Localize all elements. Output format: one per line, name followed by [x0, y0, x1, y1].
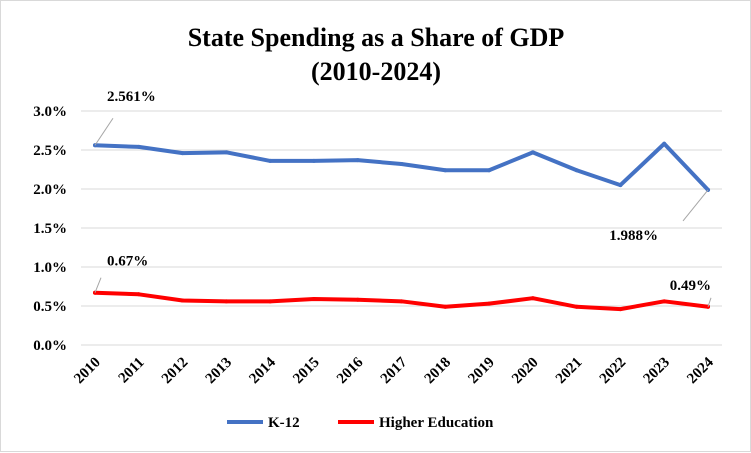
data-point: [355, 297, 360, 302]
data-label: 0.49%: [670, 278, 711, 294]
data-point: [530, 150, 535, 155]
data-point: [224, 150, 229, 155]
series-line-k12: [93, 141, 710, 192]
x-tick-label: 2016: [334, 354, 367, 387]
x-tick-label: 2014: [246, 354, 279, 387]
gridlines: [81, 110, 722, 346]
data-point: [136, 292, 141, 297]
data-point: [574, 304, 579, 309]
chart-title: State Spending as a Share of GDP: [188, 23, 565, 52]
annotation-leader: [94, 277, 102, 293]
data-point: [268, 299, 273, 304]
legend-label: Higher Education: [379, 415, 494, 431]
data-point: [574, 168, 579, 173]
data-label: 0.67%: [107, 254, 148, 270]
data-point: [618, 183, 623, 188]
y-tick-label: 1.0%: [33, 260, 67, 276]
data-point: [180, 151, 185, 156]
data-point: [618, 307, 623, 312]
data-point: [443, 304, 448, 309]
chart-subtitle: (2010-2024): [311, 57, 441, 86]
data-label: 1.988%: [609, 228, 658, 244]
x-axis-ticks: 2010 2011 2012 2013 2014 2015 2016 2017 2018 2019…: [71, 354, 717, 387]
x-tick-label: 2018: [422, 355, 455, 388]
x-tick-label: 2020: [509, 355, 542, 388]
x-tick-label: 2015: [290, 355, 323, 388]
x-tick-label: 2022: [597, 355, 630, 388]
y-axis-ticks: 0.0% 0.5% 1.0% 1.5% 2.0% 2.5% 3.0%: [33, 104, 67, 354]
data-point: [443, 168, 448, 173]
x-tick-label: 2010: [71, 355, 104, 388]
x-tick-label: 2021: [553, 355, 586, 388]
x-tick-label: 2017: [378, 354, 411, 387]
data-point: [180, 298, 185, 303]
x-tick-label: 2012: [159, 355, 192, 388]
data-point: [399, 299, 404, 304]
series-lines: [93, 141, 710, 312]
y-tick-label: 0.0%: [33, 338, 67, 354]
data-point: [311, 158, 316, 163]
data-point: [487, 168, 492, 173]
data-point: [530, 296, 535, 301]
data-point: [268, 158, 273, 163]
legend: K-12 Higher Education: [227, 415, 494, 431]
x-tick-label: 2019: [465, 355, 498, 388]
annotation-leader: [94, 117, 114, 146]
annotation-leader: [707, 297, 712, 307]
y-tick-label: 2.5%: [33, 143, 67, 159]
y-tick-label: 0.5%: [33, 299, 67, 315]
x-tick-label: 2023: [641, 355, 674, 388]
x-tick-label: 2013: [203, 355, 236, 388]
data-point: [487, 301, 492, 306]
data-point: [399, 162, 404, 167]
x-tick-label: 2024: [684, 354, 717, 387]
y-tick-label: 2.0%: [33, 182, 67, 198]
data-point: [662, 299, 667, 304]
data-point: [311, 296, 316, 301]
data-point: [136, 144, 141, 149]
y-tick-label: 1.5%: [33, 221, 67, 237]
data-point: [224, 299, 229, 304]
annotation-leader: [682, 189, 709, 222]
data-point: [662, 141, 667, 146]
data-labels: 2.561% 1.988% 0.67% 0.49%: [94, 89, 712, 307]
x-tick-label: 2011: [116, 355, 148, 387]
data-label: 2.561%: [107, 89, 156, 105]
legend-label: K-12: [268, 415, 300, 431]
y-tick-label: 3.0%: [33, 104, 67, 120]
data-point: [355, 158, 360, 163]
